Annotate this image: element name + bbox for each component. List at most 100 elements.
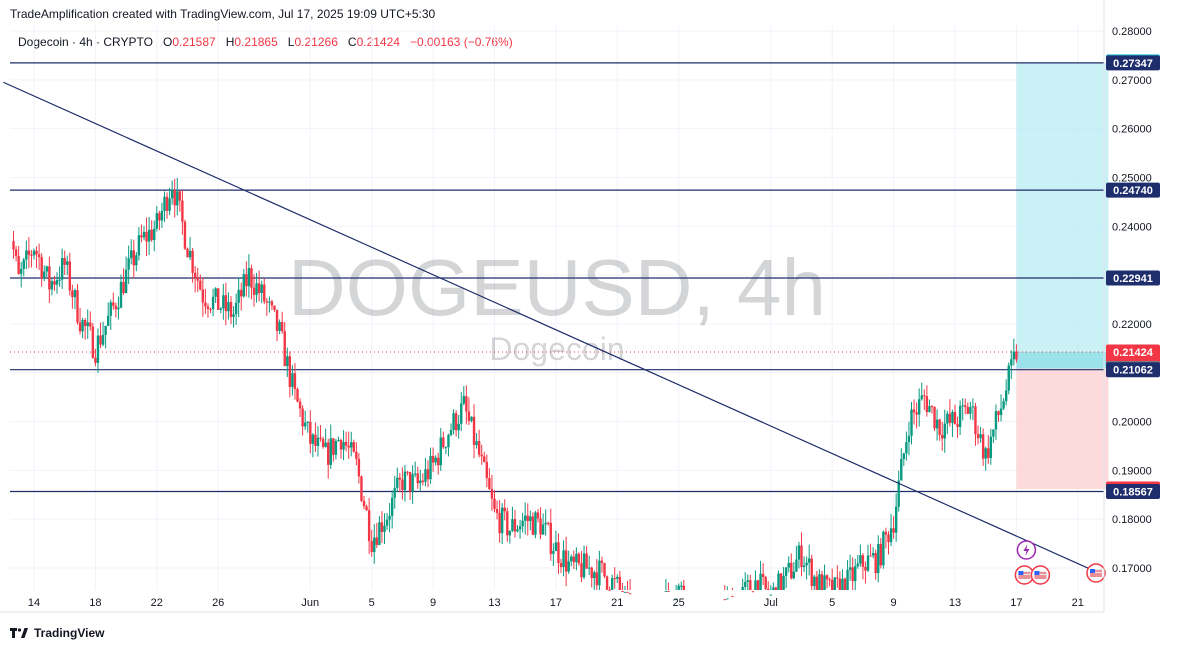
price-label-text: 0.27347 [1113,58,1153,70]
candle-body [83,320,87,327]
candle-body [580,563,583,578]
current-profit-zone [1016,352,1109,369]
candle-body [810,558,813,587]
long-position-tool[interactable] [1016,62,1109,490]
candle-body [306,421,309,423]
tradingview-branding[interactable]: TradingView [10,626,104,640]
candle-body [12,241,15,250]
price-label-box [1106,270,1160,286]
legend-high-value: 0.21865 [234,35,278,49]
x-tick-label: 21 [611,597,623,609]
legend-change-value: −0.00163 (−0.76%) [409,35,513,49]
candle-body [66,261,69,265]
candle-body [917,399,921,415]
candle-body [892,528,895,533]
candle-body [250,268,253,288]
candle-body [554,542,558,551]
candle-body [854,566,857,582]
candle-body [217,288,220,310]
candle-body [946,413,949,424]
horizontal-levels[interactable] [10,62,1104,493]
candle-body [73,290,77,298]
candle-body [449,430,453,435]
candle-body [437,457,440,466]
x-tick-label: 18 [89,597,101,609]
candle-body [309,421,312,444]
candle-body [160,210,164,221]
candle-body [567,561,570,572]
candles [12,177,1018,601]
candle-body [846,569,849,590]
candle-body [170,190,174,199]
candle-body [667,590,670,592]
candle-body [431,455,435,463]
candle-body [183,221,187,249]
candle-body [536,512,540,519]
flag-canton [1034,571,1040,575]
candle-body [930,406,934,408]
price-label-text: 0.18567 [1113,487,1153,499]
candle-body [106,315,110,326]
candle-body [488,478,491,490]
candle-body [30,254,33,256]
candle-body [784,567,788,576]
candle-body [401,479,404,490]
candle-body [664,590,668,592]
candle-body [224,295,228,312]
event-markers[interactable] [1014,540,1106,585]
candle-body [874,553,877,574]
candle-body [96,335,100,363]
candle-body [562,550,565,568]
candle-body [618,576,622,590]
candle-body [206,306,210,309]
candle-body [186,248,189,258]
candle-body [14,249,18,257]
candle-body [534,512,537,535]
candle-body [101,334,105,345]
candle-body [756,580,760,590]
candle-body [859,555,862,564]
candle-body [585,553,588,569]
chart-grid [10,25,1104,590]
trendline[interactable] [3,81,1094,571]
ohlc-legend: Dogecoin · 4h · CRYPTO O0.21587 H0.21865… [18,35,513,49]
y-tick-label: 0.25000 [1112,172,1152,184]
candle-body [147,229,151,242]
lightning-bolt-icon [1023,544,1030,556]
candle-body [741,586,744,590]
candle-body [1007,365,1010,391]
candle-body [388,515,391,520]
candle-body [71,290,74,298]
candle-body [321,438,325,447]
candle-body [907,435,911,443]
candle-body [367,510,371,542]
y-tick-label: 0.28000 [1112,26,1152,38]
candle-body [176,191,179,206]
candle-body [943,423,946,439]
candle-body [823,575,826,590]
candle-body [178,191,182,201]
candle-body [731,595,734,597]
candle-body [124,269,128,294]
candle-body [782,575,785,590]
candle-body [544,522,547,525]
x-tick-label: 25 [673,597,685,609]
candle-body [493,498,496,510]
candle-body [60,257,64,280]
candle-body [316,437,320,446]
x-tick-label: 13 [488,597,500,609]
x-tick-label: Jun [301,597,319,609]
candle-body [969,407,972,414]
candle-body [575,553,578,563]
candle-body [362,500,366,507]
price-label-text: 0.24740 [1113,185,1153,197]
x-tick-label: 22 [151,597,163,609]
candle-body [334,440,338,455]
candle-body [976,434,980,439]
candle-body [772,587,775,590]
candle-body [831,579,834,590]
candle-body [406,471,409,473]
candle-body [964,405,967,407]
x-tick-label: 5 [369,597,375,609]
